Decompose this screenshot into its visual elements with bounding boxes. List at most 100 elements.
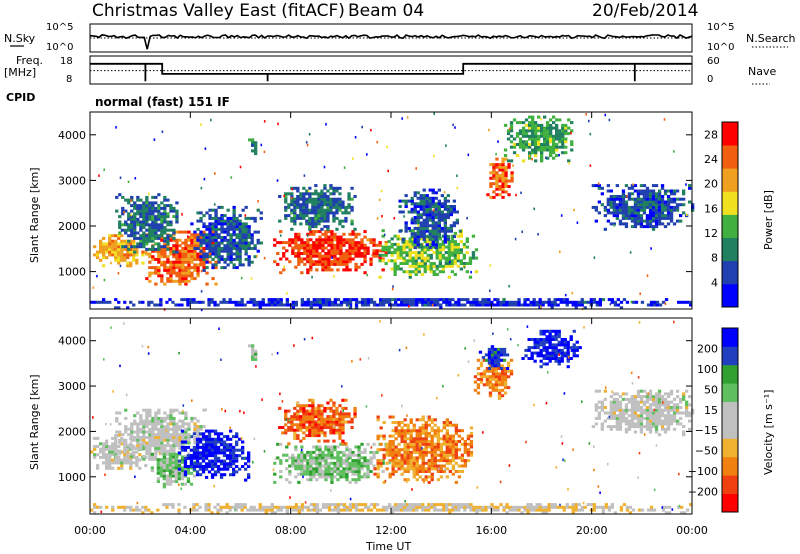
- scatter-cell: [309, 459, 313, 463]
- scatter-cell: [462, 253, 466, 257]
- scatter-cell: [357, 249, 361, 253]
- scatter-cell: [127, 228, 131, 232]
- scatter-cell: [244, 225, 248, 229]
- scatter-cell: [216, 465, 221, 468]
- scatter-cell: [426, 248, 430, 252]
- scatter-cell: [423, 262, 427, 265]
- scatter-cell: [166, 247, 170, 251]
- scatter-cell: [443, 196, 447, 200]
- scatter-cell: [211, 277, 215, 281]
- scatter-cell: [111, 461, 115, 465]
- scatter-cell: [363, 300, 368, 304]
- scatter-cell: [299, 420, 303, 424]
- scatter-cell: [127, 223, 131, 227]
- scatter-cell: [297, 238, 301, 242]
- scatter-cell: [163, 266, 167, 270]
- scatter-cell: [136, 427, 140, 431]
- scatter-cell: [583, 300, 587, 304]
- scatter-cell: [503, 148, 508, 152]
- scatter-cell: [163, 236, 167, 240]
- scatter-cell: [633, 222, 638, 226]
- scatter-cell: [537, 145, 541, 149]
- scatter-cell: [498, 193, 502, 197]
- scatter-cell: [426, 245, 430, 249]
- scatter-cell: [403, 423, 407, 427]
- scatter-cell: [491, 367, 496, 370]
- scatter-cell: [388, 298, 392, 302]
- scatter-cell: [252, 300, 256, 304]
- scatter-cell: [207, 303, 211, 307]
- scatter-cell: [226, 456, 230, 460]
- scatter-cell: [154, 223, 158, 227]
- scatter-cell: [142, 206, 146, 210]
- scatter-cell: [412, 456, 416, 460]
- scatter-cell: [327, 475, 331, 479]
- scatter-cell: [175, 255, 179, 259]
- scatter-cell: [241, 451, 245, 455]
- scatter-cell: [285, 445, 289, 449]
- scatter-cell: [528, 129, 532, 133]
- scatter-cell: [436, 459, 440, 463]
- scatter-cell: [123, 258, 127, 262]
- scatter-cell: [394, 300, 398, 304]
- scatter-cell: [531, 134, 535, 138]
- scatter-cell: [305, 415, 309, 419]
- scatter-cell: [281, 426, 285, 429]
- scatter-cell: [494, 372, 499, 376]
- scatter-cell: [175, 438, 179, 442]
- scatter-cell: [273, 472, 277, 476]
- scatter-cell: [504, 185, 508, 188]
- scatter-cell: [420, 245, 424, 249]
- scatter-cell: [312, 262, 316, 266]
- scatter-cell: [532, 298, 536, 302]
- scatter-cell: [558, 145, 562, 149]
- scatter-cell: [415, 445, 419, 449]
- scatter-cell: [654, 192, 659, 196]
- scatter-cell: [642, 184, 647, 188]
- scatter-cell: [330, 472, 334, 476]
- scatter-cell: [159, 298, 163, 302]
- scatter-cell: [302, 186, 306, 190]
- scatter-cell: [394, 437, 398, 441]
- scatter-cell: [439, 453, 443, 457]
- scatter-cell: [193, 255, 197, 259]
- scatter-cell: [348, 249, 352, 253]
- scatter-cell: [445, 467, 449, 471]
- scatter-cell: [323, 219, 327, 223]
- scatter-cell: [437, 232, 441, 236]
- speckle-cell: [463, 266, 466, 269]
- scatter-cell: [376, 434, 380, 438]
- scatter-cell: [320, 417, 324, 421]
- scatter-cell: [571, 303, 575, 307]
- scatter-cell: [297, 480, 301, 484]
- scatter-cell: [433, 467, 437, 471]
- scatter-cell: [120, 256, 124, 260]
- scatter-cell: [187, 252, 191, 256]
- scatter-cell: [341, 442, 345, 446]
- scatter-cell: [630, 197, 635, 201]
- scatter-cell: [232, 456, 236, 460]
- scatter-cell: [400, 298, 404, 302]
- scatter-cell: [403, 450, 407, 454]
- scatter-cell: [627, 208, 632, 212]
- scatter-cell: [639, 219, 644, 223]
- scatter-cell: [279, 241, 283, 245]
- scatter-cell: [154, 441, 158, 445]
- scatter-cell: [433, 429, 437, 433]
- scatter-cell: [205, 271, 209, 275]
- scatter-cell: [636, 216, 641, 220]
- scatter-cell: [615, 195, 619, 198]
- scatter-cell: [463, 442, 467, 446]
- scatter-cell: [427, 415, 431, 419]
- scatter-cell: [187, 425, 191, 429]
- scatter-cell: [449, 213, 453, 217]
- scatter-cell: [317, 434, 321, 438]
- scatter-cell: [326, 227, 330, 231]
- scatter-cell: [509, 145, 514, 149]
- scatter-cell: [296, 203, 300, 207]
- scatter-cell: [154, 425, 158, 429]
- scatter-cell: [175, 250, 179, 254]
- scatter-cell: [166, 239, 170, 243]
- scatter-cell: [333, 470, 337, 473]
- scatter-cell: [201, 443, 206, 447]
